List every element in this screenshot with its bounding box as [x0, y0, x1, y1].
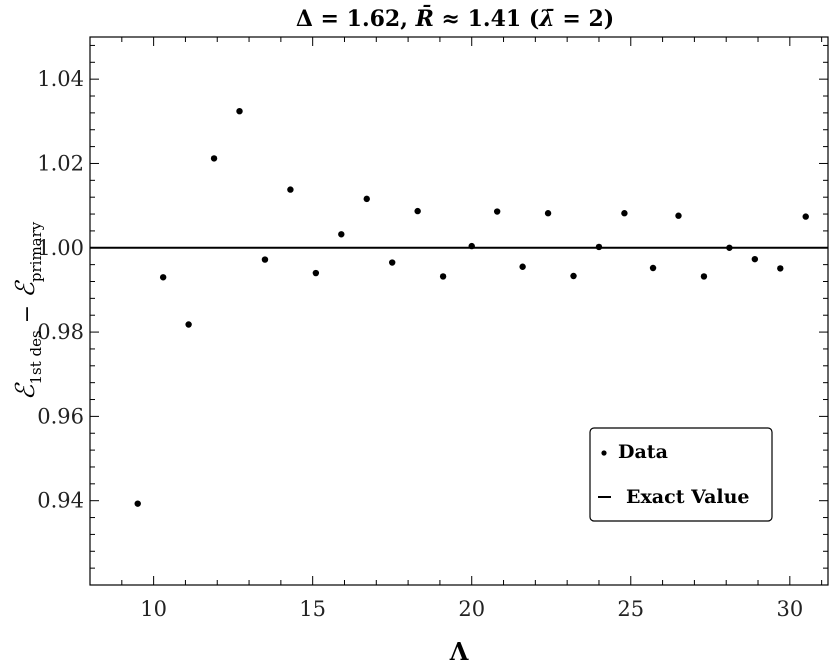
- data-point: [544, 210, 552, 217]
- chart-title: Δ = 1.62, R̄ ≈ 1.41 (λ̄ = 2): [296, 4, 614, 32]
- data-point: [363, 195, 370, 203]
- y-tick-label: 1.04: [37, 67, 84, 91]
- data-point: [210, 155, 218, 162]
- y-axis-ticks: [90, 44, 828, 586]
- data-point: [388, 259, 396, 266]
- data-point: [595, 243, 603, 251]
- plot-frame: [89, 36, 829, 586]
- data-point: [185, 321, 192, 328]
- data-point: [312, 269, 320, 277]
- data-point: [675, 212, 682, 219]
- legend-label-exact-value: Exact Value: [626, 486, 750, 508]
- legend-box: [589, 427, 773, 522]
- y-axis-tick-labels: 0.94 0.96 0.98 1.00 1.02 1.04: [37, 67, 84, 513]
- x-axis-label: Λ: [449, 637, 469, 666]
- data-point: [802, 213, 809, 220]
- legend-data-marker: [601, 450, 607, 456]
- data-point: [570, 272, 577, 280]
- data-point: [519, 263, 526, 270]
- data-point: [700, 273, 708, 280]
- x-axis-tick-labels: 10 15 20 25 30: [140, 597, 803, 621]
- data-point: [621, 210, 628, 217]
- data-point: [236, 107, 243, 115]
- y-tick-label: 0.94: [37, 489, 84, 513]
- data-point: [726, 244, 733, 251]
- data-point: [338, 231, 345, 238]
- data-point: [134, 500, 141, 507]
- x-tick-label: 30: [776, 597, 803, 621]
- x-axis-ticks: [89, 37, 823, 585]
- y-axis-label: ℰ1st des − ℰprimary: [11, 221, 45, 400]
- data-point: [159, 274, 167, 281]
- y-tick-label: 1.02: [37, 151, 84, 175]
- x-tick-label: 10: [140, 597, 167, 621]
- y-tick-label: 0.98: [37, 320, 84, 344]
- data-point: [414, 207, 421, 215]
- data-point: [468, 242, 475, 250]
- legend-label-data: Data: [618, 441, 668, 463]
- data-point: [777, 265, 784, 272]
- data-point: [493, 208, 501, 215]
- data-points: [134, 107, 809, 507]
- y-tick-label: 1.00: [37, 236, 84, 260]
- x-tick-label: 20: [458, 597, 485, 621]
- legend: Data Exact Value: [589, 427, 773, 522]
- data-point: [261, 256, 269, 263]
- data-point: [439, 273, 447, 280]
- x-tick-label: 25: [617, 597, 644, 621]
- data-point: [751, 255, 759, 263]
- x-tick-label: 15: [299, 597, 326, 621]
- y-tick-label: 0.96: [37, 404, 84, 428]
- data-point: [649, 264, 657, 272]
- data-point: [287, 186, 294, 193]
